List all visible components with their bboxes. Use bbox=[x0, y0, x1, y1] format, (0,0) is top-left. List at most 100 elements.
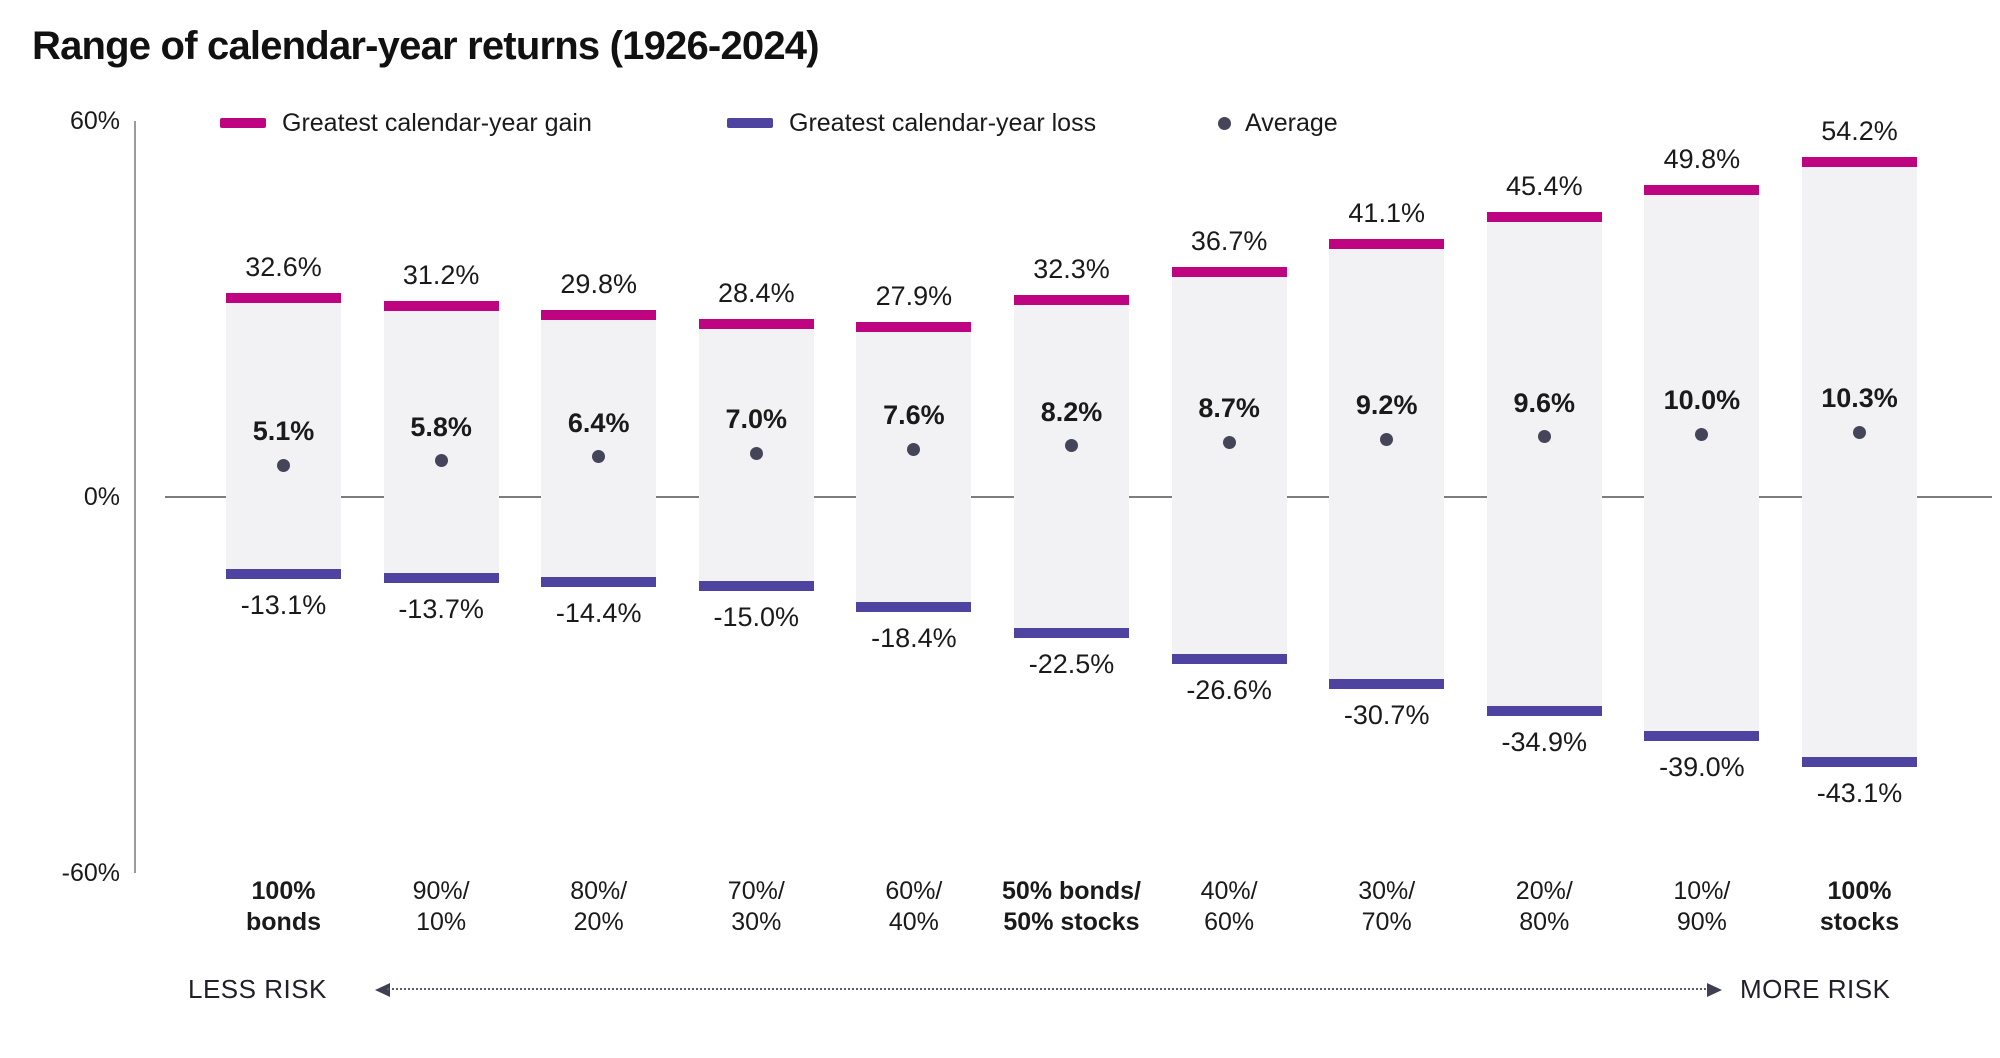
less-risk-label: LESS RISK bbox=[188, 974, 327, 1004]
loss-value-label: -14.4% bbox=[555, 598, 642, 629]
category-label-line: 50% bonds/ bbox=[1002, 877, 1141, 905]
range-bar-3 bbox=[541, 310, 657, 588]
gain-cap bbox=[226, 292, 341, 303]
gain-cap bbox=[1014, 294, 1129, 305]
range-bar-10 bbox=[1644, 184, 1760, 742]
gain-cap bbox=[856, 322, 972, 333]
range-bar-2 bbox=[383, 301, 499, 583]
average-value-label: 6.4% bbox=[567, 407, 630, 438]
gain-value-label: 32.6% bbox=[245, 251, 322, 282]
category-label-line: bonds bbox=[246, 908, 321, 936]
average-dot bbox=[277, 458, 290, 472]
range-bar-6 bbox=[1014, 294, 1129, 638]
average-dot bbox=[1380, 432, 1394, 446]
loss-cap bbox=[541, 577, 657, 588]
y-axis-line bbox=[134, 121, 136, 873]
gain-cap bbox=[1486, 212, 1602, 223]
loss-value-label: -39.0% bbox=[1659, 752, 1745, 783]
category-label: 60%/ 40% bbox=[829, 876, 999, 938]
range-bar-8 bbox=[1329, 239, 1445, 690]
gain-value-label: 41.1% bbox=[1348, 198, 1425, 229]
category-label-line: 60%/ bbox=[885, 877, 943, 905]
legend-loss-label: Greatest calendar-year loss bbox=[789, 108, 1097, 137]
category-label-line: 80%/ bbox=[570, 877, 628, 905]
loss-cap bbox=[1644, 731, 1760, 742]
gain-value-label: 27.9% bbox=[875, 281, 953, 312]
average-dot-icon bbox=[1218, 116, 1231, 130]
average-value-label: 5.8% bbox=[410, 411, 472, 442]
arrow-right-icon bbox=[1707, 983, 1722, 997]
category-label-line: 80% bbox=[1519, 908, 1570, 936]
average-value-label: 7.6% bbox=[883, 400, 945, 431]
category-label-line: 70% bbox=[1361, 908, 1412, 936]
category-label-line: 30%/ bbox=[1358, 877, 1416, 905]
loss-value-label: -34.9% bbox=[1501, 726, 1588, 757]
legend-gain-label: Greatest calendar-year gain bbox=[282, 108, 592, 137]
average-value-label: 8.2% bbox=[1040, 396, 1103, 427]
gain-value-label: 36.7% bbox=[1190, 226, 1268, 256]
average-dot bbox=[592, 450, 606, 464]
loss-value-label: -13.1% bbox=[240, 590, 327, 621]
category-label-line: 20% bbox=[573, 908, 624, 936]
loss-cap bbox=[1802, 757, 1917, 768]
category-label-line: 30% bbox=[731, 908, 782, 936]
category-label-line: 60% bbox=[1204, 908, 1255, 936]
average-value-label: 5.1% bbox=[252, 416, 315, 447]
average-dot bbox=[1537, 430, 1551, 444]
average-value-label: 9.2% bbox=[1355, 390, 1418, 421]
loss-value-label: -18.4% bbox=[871, 623, 957, 654]
gain-value-label: 29.8% bbox=[560, 269, 637, 300]
legend-item-loss: Greatest calendar-year loss bbox=[727, 108, 1096, 138]
gain-value-label: 49.8% bbox=[1663, 143, 1741, 174]
category-label-line: 20%/ bbox=[1515, 877, 1573, 905]
range-bar-1 bbox=[226, 292, 341, 580]
gain-value-label: 54.2% bbox=[1821, 116, 1898, 147]
gain-cap bbox=[698, 319, 814, 330]
loss-cap bbox=[698, 580, 814, 591]
category-label-line: 70%/ bbox=[727, 877, 785, 905]
loss-value-label: -43.1% bbox=[1816, 778, 1903, 809]
category-label-line: 100% bbox=[251, 877, 316, 905]
category-label-line: 40% bbox=[888, 908, 939, 936]
arrow-left-icon bbox=[375, 983, 390, 997]
loss-cap bbox=[1329, 679, 1445, 690]
loss-cap bbox=[1486, 705, 1602, 716]
gain-cap bbox=[1171, 267, 1287, 277]
gain-swatch-icon bbox=[220, 118, 266, 128]
category-label-line: stocks bbox=[1819, 908, 1900, 936]
category-label-line: 10% bbox=[416, 908, 467, 936]
gain-value-label: 28.4% bbox=[718, 278, 795, 309]
chart-title: Range of calendar-year returns (1926-202… bbox=[32, 24, 820, 68]
average-dot bbox=[1695, 427, 1709, 441]
category-label: 100% stocks bbox=[1775, 876, 1945, 938]
gain-cap bbox=[1644, 184, 1760, 195]
gain-value-label: 45.4% bbox=[1506, 171, 1583, 202]
arrow-dotted-line bbox=[387, 988, 1710, 990]
range-bar-11 bbox=[1802, 157, 1917, 768]
category-label: 70%/ 30% bbox=[671, 876, 841, 938]
loss-cap bbox=[856, 602, 972, 613]
loss-value-label: -22.5% bbox=[1028, 649, 1115, 679]
category-label: 40%/ 60% bbox=[1144, 876, 1314, 938]
range-bar-9 bbox=[1486, 212, 1602, 716]
legend-average-label: Average bbox=[1245, 108, 1338, 137]
loss-cap bbox=[383, 572, 499, 583]
average-dot bbox=[1222, 435, 1236, 449]
gain-cap bbox=[1329, 239, 1445, 250]
average-dot bbox=[434, 454, 448, 468]
gain-cap bbox=[383, 301, 499, 312]
more-risk-label: MORE RISK bbox=[1740, 974, 1891, 1004]
average-value-label: 7.0% bbox=[725, 404, 788, 435]
gain-value-label: 32.3% bbox=[1033, 253, 1110, 284]
risk-arrow bbox=[375, 983, 1722, 997]
average-value-label: 9.6% bbox=[1513, 387, 1576, 418]
category-label-line: 90% bbox=[1676, 908, 1727, 936]
category-label: 100% bonds bbox=[199, 876, 369, 938]
average-value-label: 10.3% bbox=[1821, 383, 1898, 414]
gain-cap bbox=[1802, 157, 1917, 168]
loss-value-label: -15.0% bbox=[713, 602, 800, 632]
category-label-line: 10%/ bbox=[1673, 877, 1731, 905]
loss-value-label: -26.6% bbox=[1186, 674, 1272, 705]
